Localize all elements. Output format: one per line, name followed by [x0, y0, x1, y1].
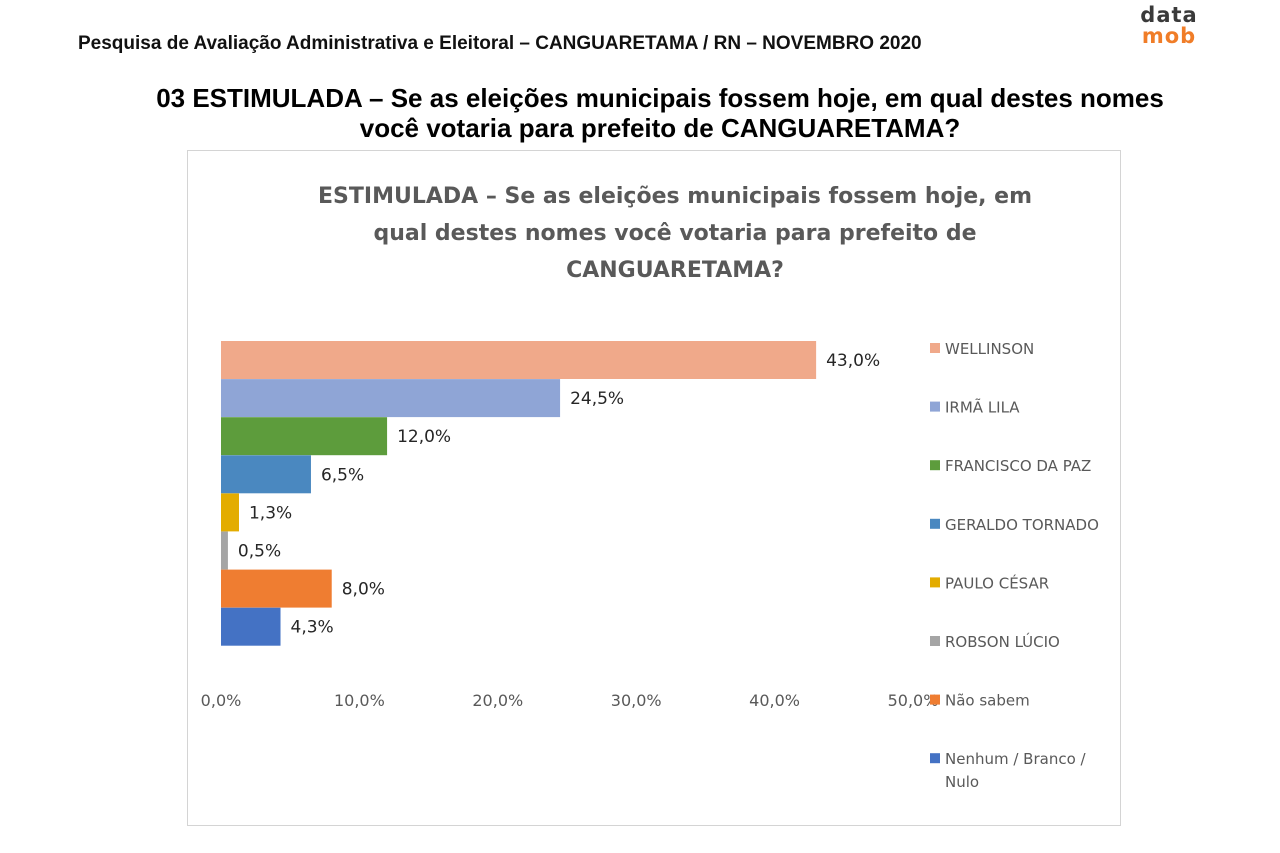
chart-title-line: CANGUARETAMA?	[566, 258, 784, 283]
x-tick-label-5: 50,0%	[888, 691, 939, 710]
logo-line-mob: mob	[1141, 24, 1197, 48]
legend-swatch-4	[930, 577, 940, 588]
data-label-1: 24,5%	[570, 389, 624, 409]
data-label-7: 4,3%	[291, 618, 334, 638]
legend-label-7: Nenhum / Branco /	[945, 750, 1087, 768]
bar-2	[221, 417, 388, 456]
x-tick-label-2: 20,0%	[472, 691, 523, 710]
x-tick-label-3: 30,0%	[611, 691, 662, 710]
legend-swatch-3	[930, 518, 940, 529]
survey-title: Pesquisa de Avaliação Administrativa e E…	[78, 33, 922, 54]
bar-4	[221, 493, 239, 532]
main-question-line2: você votaria para prefeito de CANGUARETA…	[359, 113, 961, 143]
chart-title-line: ESTIMULADA – Se as eleições municipais f…	[318, 184, 1032, 209]
bar-1	[221, 379, 561, 418]
data-label-2: 12,0%	[397, 427, 451, 447]
data-label-0: 43,0%	[826, 351, 880, 371]
x-tick-label-1: 10,0%	[334, 691, 385, 710]
legend-swatch-7	[930, 753, 940, 764]
data-labels-group: 43,0% 24,5% 12,0% 6,5% 1,3% 0,5% 8,0% 4,3%	[238, 351, 880, 638]
legend-label-7: Nulo	[945, 773, 979, 791]
legend-label-1: IRMÃ LILA	[945, 398, 1020, 417]
legend-label-5: ROBSON LÚCIO	[945, 632, 1060, 651]
bar-6	[221, 569, 332, 608]
legend-label-3: GERALDO TORNADO	[945, 516, 1099, 534]
data-label-3: 6,5%	[321, 465, 364, 485]
chart-frame: ESTIMULADA – Se as eleições municipais f…	[187, 150, 1121, 826]
chart-title-line: qual destes nomes você votaria para pref…	[373, 221, 976, 246]
legend-label-6: Não sabem	[945, 692, 1030, 710]
bar-3	[221, 455, 311, 494]
x-tick-label-4: 40,0%	[749, 691, 800, 710]
legend-label-4: PAULO CÉSAR	[945, 573, 1049, 592]
x-axis-ticks: 0,0% 10,0% 20,0% 30,0% 40,0% 50,0%	[201, 691, 939, 710]
legend-label-0: WELLINSON	[945, 340, 1034, 358]
bar-5	[221, 531, 228, 570]
data-label-6: 8,0%	[342, 580, 385, 600]
legend-swatch-0	[930, 343, 940, 353]
logo-line-data: data	[1140, 3, 1198, 27]
data-label-5: 0,5%	[238, 542, 281, 562]
main-question-line1: 03 ESTIMULADA – Se as eleições municipai…	[156, 83, 1164, 113]
datamob-logo: data mob	[1124, 5, 1214, 47]
x-tick-label-0: 0,0%	[201, 691, 242, 710]
chart-title: ESTIMULADA – Se as eleições municipais f…	[318, 184, 1032, 283]
data-label-4: 1,3%	[249, 503, 292, 523]
legend-swatch-5	[930, 636, 940, 646]
legend-label-2: FRANCISCO DA PAZ	[945, 457, 1091, 475]
bar-chart: ESTIMULADA – Se as eleições municipais f…	[201, 184, 1099, 791]
legend-swatch-6	[930, 694, 940, 705]
main-question: 03 ESTIMULADA – Se as eleições municipai…	[60, 83, 1260, 143]
legend-swatch-1	[930, 401, 940, 412]
legend-swatch-2	[930, 460, 940, 471]
bars-group	[221, 341, 817, 646]
bar-7	[221, 607, 281, 646]
bar-0	[221, 341, 817, 379]
legend: WELLINSON IRMÃ LILA FRANCISCO DA PAZ GERALD…	[930, 340, 1099, 791]
